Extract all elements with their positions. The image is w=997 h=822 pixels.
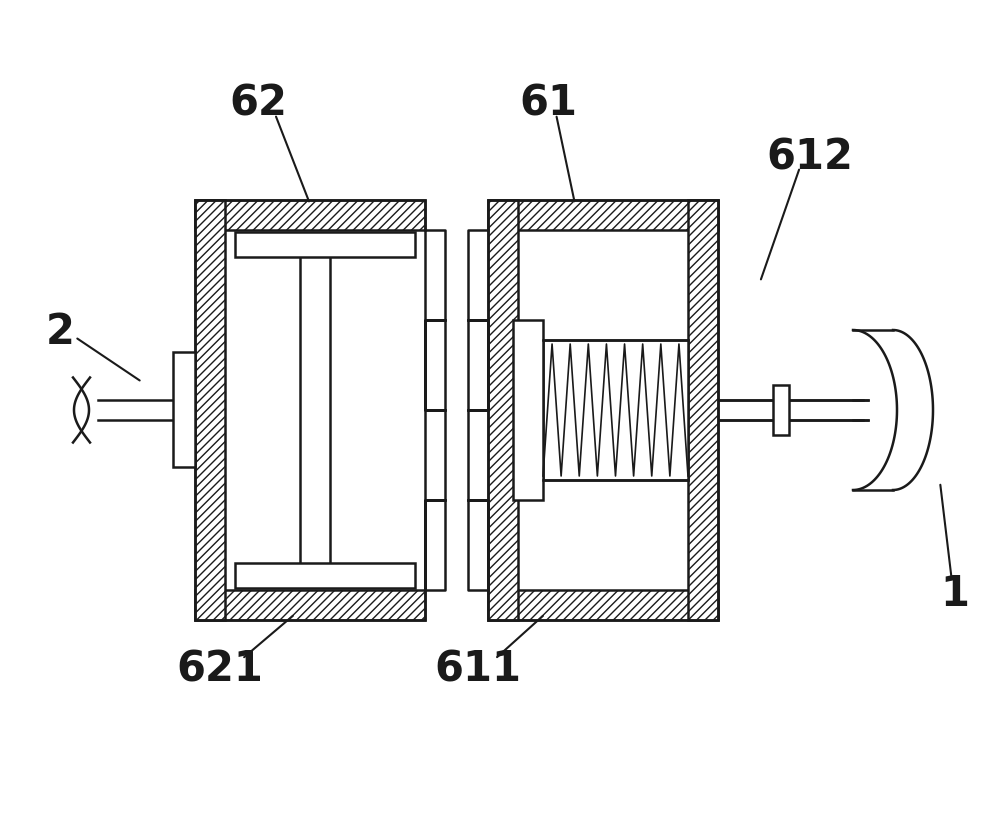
Bar bbox=[225, 230, 425, 590]
Text: 611: 611 bbox=[435, 649, 521, 691]
Text: 621: 621 bbox=[176, 649, 263, 691]
Text: 62: 62 bbox=[229, 83, 287, 125]
Text: 61: 61 bbox=[519, 83, 577, 125]
Bar bbox=[543, 340, 688, 480]
Bar bbox=[518, 230, 688, 590]
Bar bbox=[235, 232, 415, 257]
Bar bbox=[235, 563, 415, 588]
Text: 1: 1 bbox=[940, 573, 969, 615]
Bar bbox=[488, 200, 718, 230]
Bar bbox=[773, 385, 789, 435]
Bar bbox=[195, 590, 425, 620]
Bar bbox=[173, 353, 195, 468]
Bar bbox=[513, 320, 543, 500]
Bar bbox=[195, 200, 425, 230]
Bar bbox=[688, 200, 718, 620]
Bar bbox=[300, 235, 330, 585]
Text: 2: 2 bbox=[46, 311, 75, 353]
Text: 612: 612 bbox=[767, 136, 853, 178]
Bar bbox=[488, 200, 518, 620]
Bar bbox=[195, 200, 225, 620]
Bar bbox=[488, 590, 718, 620]
